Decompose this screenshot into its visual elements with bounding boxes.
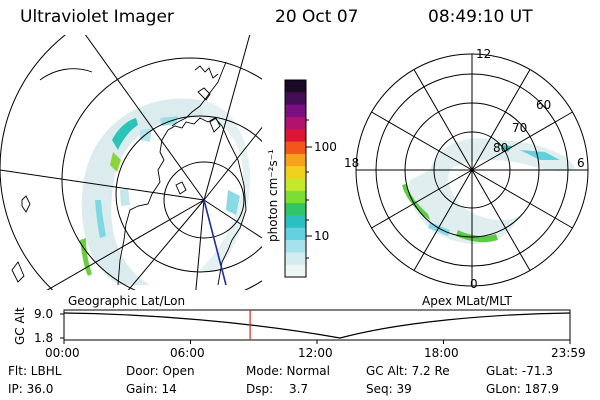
colorbar-cell xyxy=(285,116,306,130)
colorbar-cell xyxy=(285,129,306,143)
colorbar-cell xyxy=(285,141,306,155)
colorbar xyxy=(284,79,312,278)
coastlines xyxy=(11,61,247,286)
dsp-value: 3.7 xyxy=(289,382,309,396)
colorbar-cell xyxy=(285,203,306,217)
colorbar-cell xyxy=(285,264,306,278)
glat-info: GLat: -71.3 xyxy=(486,364,553,378)
colorbar-cell xyxy=(285,240,306,253)
geographic-map xyxy=(0,35,262,290)
instrument-title: Ultraviolet Imager xyxy=(20,7,174,27)
left-panel-caption: Geographic Lat/Lon xyxy=(68,294,186,308)
time-tick-1200: 12:00 xyxy=(298,346,333,360)
time-tick-0600: 06:00 xyxy=(170,346,205,360)
glon-info: GLon: 187.9 xyxy=(486,382,559,396)
altitude-curve xyxy=(64,312,570,339)
ip-info: IP: 36.0 xyxy=(8,382,54,396)
altitude-ymin-label: 1.8 xyxy=(34,331,54,345)
mlt-label-0: 0 xyxy=(470,277,478,291)
colorbar-cell xyxy=(285,153,306,167)
aurora-oval-magnetic xyxy=(409,138,575,244)
door-info: Door: Open xyxy=(126,364,195,378)
gain-info: Gain: 14 xyxy=(126,382,177,396)
sequence-info: Seq: 39 xyxy=(366,382,412,396)
time-tick-0000: 00:00 xyxy=(45,346,80,360)
colorbar-cell xyxy=(285,104,306,118)
colorbar-cell xyxy=(285,178,306,192)
altitude-plot xyxy=(60,309,571,344)
colorbar-unit-label: photon cm⁻²s⁻¹ xyxy=(266,149,280,242)
mlt-label-18: 18 xyxy=(344,156,360,170)
colorbar-cell xyxy=(285,252,306,266)
right-panel-caption: Apex MLat/MLT xyxy=(422,294,512,308)
colorbar-cell xyxy=(285,92,306,106)
colorbar-tick-10: 10 xyxy=(314,229,330,243)
colorbar-cell xyxy=(285,80,306,93)
polar-plot xyxy=(355,53,589,287)
colorbar-cell xyxy=(285,166,306,180)
satellite-track xyxy=(203,199,227,286)
latlon-grid xyxy=(0,35,262,290)
mlat-label-60: 60 xyxy=(536,98,552,112)
altitude-axis-label: GC Alt xyxy=(13,307,27,345)
time-tick-1800: 18:00 xyxy=(424,346,459,360)
date-label: 20 Oct 07 xyxy=(275,7,359,27)
altitude-ymax-label: 9.0 xyxy=(34,307,54,321)
mlat-label-80: 80 xyxy=(493,141,509,155)
mlt-label-12: 12 xyxy=(476,47,492,61)
colorbar-cell xyxy=(285,227,306,241)
colorbar-tick-100: 100 xyxy=(314,140,337,154)
time-tick-2359: 23:59 xyxy=(551,346,586,360)
gc-alt-info: GC Alt: 7.2 Re xyxy=(366,364,450,378)
mlat-label-70: 70 xyxy=(512,121,528,135)
colorbar-cell xyxy=(285,215,306,229)
filter-info: Flt: LBHL xyxy=(8,364,62,378)
colorbar-cell xyxy=(285,190,306,204)
time-label: 08:49:10 UT xyxy=(428,7,533,27)
mode-info: Mode: Normal xyxy=(246,364,330,378)
mlt-label-6: 6 xyxy=(577,156,585,170)
dsp-label: Dsp: xyxy=(246,382,274,396)
